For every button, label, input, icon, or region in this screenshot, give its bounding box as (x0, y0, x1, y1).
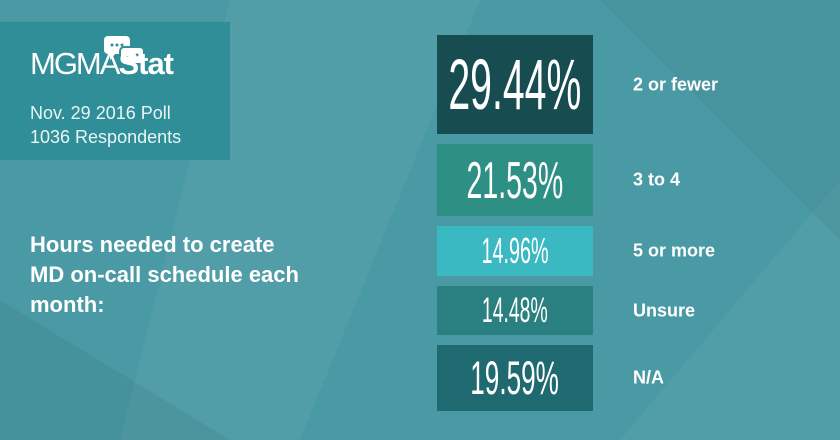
data-label: 21.53% (466, 151, 564, 209)
bar-3: 14.48% (437, 286, 593, 335)
logo-light-text: MGMA (30, 46, 120, 81)
category-label: 2 or fewer (633, 74, 719, 94)
question-heading: Hours needed to create MD on-call schedu… (30, 232, 299, 317)
data-label: 14.96% (481, 230, 549, 271)
bar-2: 14.96% (437, 226, 593, 276)
bar-0: 29.44% (437, 35, 593, 134)
chat-bubbles-icon (104, 36, 145, 65)
bar-1: 21.53% (437, 144, 593, 216)
data-label: 14.48% (482, 290, 548, 330)
data-label: 29.44% (448, 44, 582, 125)
respondent-count: 1036 Respondents (30, 127, 182, 147)
poll-date: Nov. 29 2016 Poll (30, 103, 171, 123)
logo-bold-text: Stat (118, 46, 174, 81)
bar-4: 19.59% (437, 345, 593, 411)
category-label: 5 or more (633, 240, 716, 261)
data-label: 19.59% (470, 351, 560, 405)
category-label: 3 to 4 (633, 169, 681, 190)
category-label: Unsure (633, 300, 696, 320)
mgma-stat-logo: MGMAStat (30, 46, 174, 82)
category-label: N/A (633, 367, 664, 388)
